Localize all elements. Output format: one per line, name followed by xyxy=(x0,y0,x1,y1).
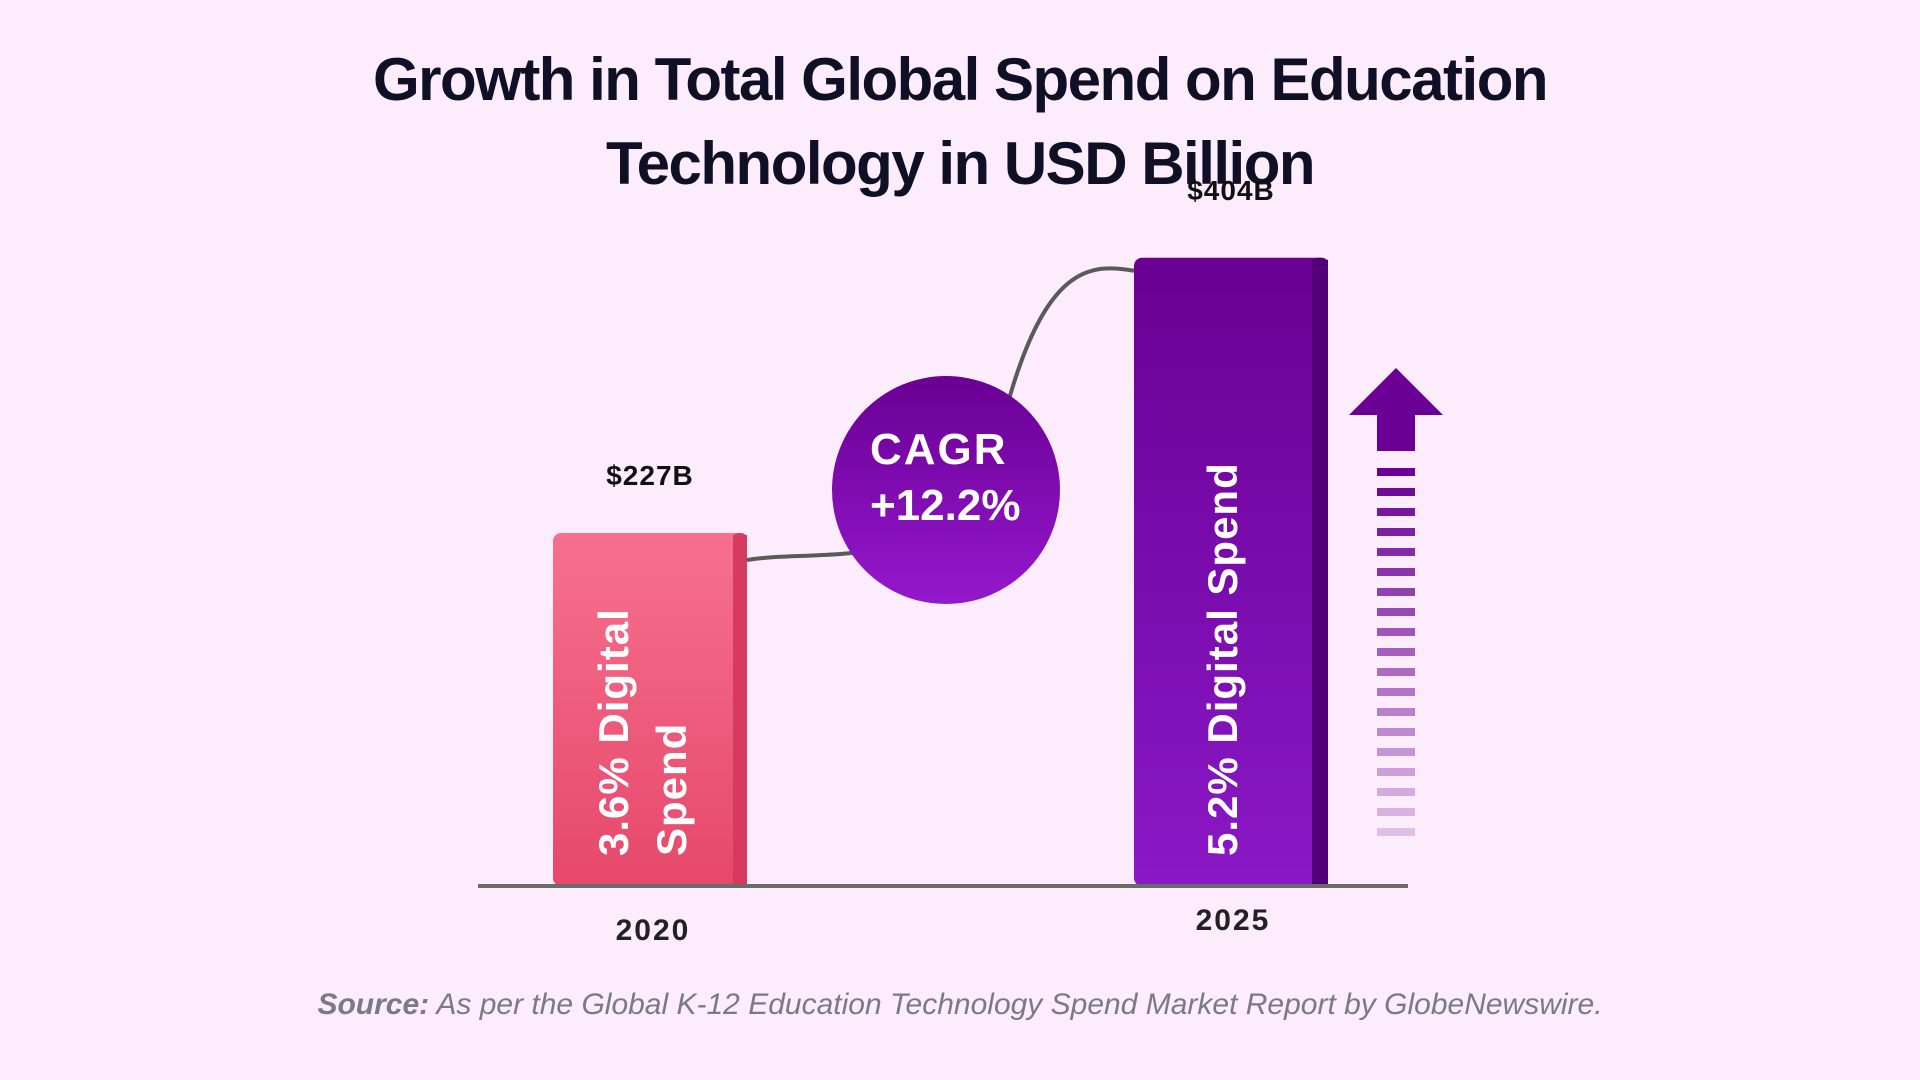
bar-2020 xyxy=(553,533,747,886)
arrow-stripe xyxy=(1377,468,1415,476)
category-label-2025: 2025 xyxy=(1196,904,1271,937)
bar-text-2020: 3.6% Digital Spend xyxy=(590,608,695,856)
bar-text-line: 3.6% Digital xyxy=(590,608,637,856)
bar-front xyxy=(553,533,747,886)
value-label-2025: $404B xyxy=(1187,175,1275,206)
bar-side-cap xyxy=(733,533,747,548)
arrow-stripe xyxy=(1377,808,1415,816)
arrow-stripe xyxy=(1377,488,1415,496)
arrow-stripe xyxy=(1377,788,1415,796)
arrow-stripe xyxy=(1377,748,1415,756)
bar-side-face xyxy=(733,535,747,886)
growth-arrow-icon xyxy=(1349,368,1443,451)
source-text: As per the Global K-12 Education Technol… xyxy=(429,988,1603,1021)
arrow-stripe xyxy=(1377,828,1415,836)
arrow-stripe xyxy=(1377,648,1415,656)
bar-text-line: Spend xyxy=(648,723,695,856)
cagr-value: +12.2% xyxy=(870,481,1020,530)
arrow-stripe xyxy=(1377,708,1415,716)
arrow-stripe xyxy=(1377,728,1415,736)
arrow-stripe xyxy=(1377,608,1415,616)
connector-line-right xyxy=(1004,266,1135,411)
bar-side-cap xyxy=(1312,257,1328,272)
arrow-stripe xyxy=(1377,628,1415,636)
arrow-stripe xyxy=(1377,768,1415,776)
bar-text-2025: 5.2% Digital Spend xyxy=(1199,462,1246,856)
arrow-stripe xyxy=(1377,528,1415,536)
bar-2025 xyxy=(1134,257,1328,886)
arrow-stripe xyxy=(1377,688,1415,696)
bar-side-face xyxy=(1312,259,1328,886)
arrow-stripe xyxy=(1377,588,1415,596)
bar-front xyxy=(1134,257,1328,886)
chart-title: Growth in Total Global Spend on Educatio… xyxy=(0,38,1920,206)
category-label-2020: 2020 xyxy=(616,914,691,947)
source-note: Source: As per the Global K-12 Education… xyxy=(0,988,1920,1022)
arrow-stripe xyxy=(1377,668,1415,676)
cagr-label: CAGR xyxy=(870,425,1008,474)
bar-text-line: 5.2% Digital Spend xyxy=(1199,462,1246,856)
cagr-circle xyxy=(832,376,1060,604)
chart-title-line-2: Technology in USD Billion xyxy=(605,130,1316,197)
source-label: Source: xyxy=(317,988,430,1021)
arrow-stripe xyxy=(1377,548,1415,556)
chart-title-line-1: Growth in Total Global Spend on Educatio… xyxy=(372,46,1549,113)
arrow-stripe xyxy=(1377,568,1415,576)
growth-arrow-stripes xyxy=(1377,468,1415,836)
value-label-2020: $227B xyxy=(606,460,694,491)
arrow-stripe xyxy=(1377,508,1415,516)
